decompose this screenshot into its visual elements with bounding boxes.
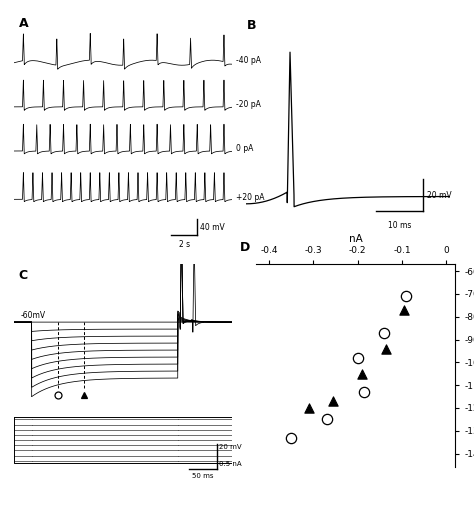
Text: 20 mV: 20 mV [427,190,451,200]
Point [329,397,337,405]
Text: C: C [18,269,27,281]
Point [361,388,368,396]
Text: 0 pA: 0 pA [236,144,253,153]
Text: +20 pA: +20 pA [236,193,264,202]
Text: 20 mV: 20 mV [219,444,242,450]
Point [358,370,366,378]
Point [323,416,330,424]
Text: D: D [240,241,250,254]
Text: A: A [18,17,28,30]
Text: 0.5 nA: 0.5 nA [219,461,242,467]
Text: B: B [246,19,256,32]
Text: -20 pA: -20 pA [236,100,260,109]
Point [383,344,390,353]
Point [381,329,388,337]
Text: -40 pA: -40 pA [236,56,261,65]
Text: 40 mV: 40 mV [200,223,224,232]
Point [354,354,362,362]
Point [402,292,410,300]
Point [401,306,408,314]
Point [288,434,295,442]
Text: 10 ms: 10 ms [388,221,411,230]
Text: 50 ms: 50 ms [192,473,214,479]
Point [305,404,313,412]
Text: -60mV: -60mV [21,311,46,320]
Text: 2 s: 2 s [179,240,190,249]
X-axis label: nA: nA [348,234,363,244]
